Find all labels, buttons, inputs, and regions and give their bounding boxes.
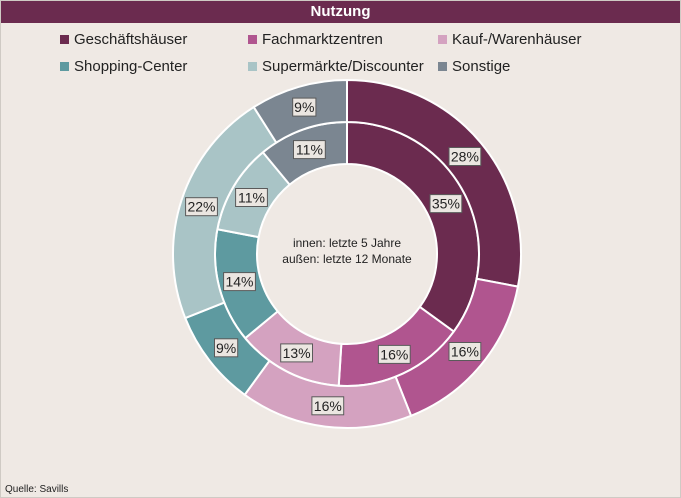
legend-swatch [248,62,257,71]
data-label-box [223,272,256,292]
center-text-outer: außen: letzte 12 Monate [282,252,412,266]
legend-label: Supermärkte/Discounter [262,58,424,75]
label-outer-geschaeftshaeuser: 28% [448,147,482,166]
legend-swatch [248,35,257,44]
data-label-box [292,97,317,117]
legend-label: Kauf-/Warenhäuser [452,31,582,48]
data-label-box [448,147,482,166]
data-label-text: 35% [432,196,460,212]
label-inner-sonstige: 11% [293,140,326,160]
legend-label: Sonstige [452,58,511,75]
source-note: Quelle: Savills [5,484,69,495]
data-label-box [311,396,345,416]
data-label-text: 11% [296,142,323,158]
data-label-box [214,338,239,358]
legend-label: Fachmarktzentren [262,31,383,48]
data-labels: 35% 16% 13% 14% 11% 11% 28% 16% 16% 9% 22% 9% [185,97,482,416]
data-label-box [185,197,218,217]
label-outer-fachmarktzentren: 16% [448,342,482,361]
data-label-text: 16% [451,344,479,360]
legend-swatch [60,35,69,44]
label-outer-shopping-center: 9% [214,338,239,358]
data-label-box [293,140,326,160]
legend-label: Shopping-Center [74,58,188,75]
data-label-box [377,344,411,364]
slices [172,78,522,429]
data-label-text: 22% [187,199,215,215]
center-text: innen: letzte 5 Jahre außen: letzte 12 M… [282,236,412,266]
chart-title: Nutzung [1,1,680,23]
label-outer-supermaerkte-discounter: 22% [185,197,218,217]
legend-swatch [438,35,447,44]
data-label-box [429,194,463,214]
data-label-text: 9% [216,340,236,356]
data-label-text: 9% [294,99,314,115]
label-inner-kauf-warenhaeuser: 13% [280,343,314,363]
data-label-text: 14% [225,274,253,290]
data-label-text: 16% [380,346,408,362]
data-label-text: 13% [283,345,311,361]
label-inner-supermaerkte-discounter: 11% [235,188,268,207]
label-inner-shopping-center: 14% [223,272,256,292]
label-outer-sonstige: 9% [292,97,317,117]
data-label-box [280,343,314,363]
data-label-text: 28% [451,149,479,165]
legend-label: Geschäftshäuser [74,31,188,48]
label-outer-kauf-warenhaeuser: 16% [311,396,345,416]
legend: Geschäftshäuser Fachmarktzentren Kauf-/W… [0,0,681,90]
label-inner-geschaeftshaeuser: 35% [429,194,463,214]
label-inner-fachmarktzentren: 16% [377,344,411,364]
data-label-text: 16% [314,398,342,414]
legend-swatch [60,62,69,71]
center-text-inner: innen: letzte 5 Jahre [293,236,401,250]
legend-swatch [438,62,447,71]
data-label-box [448,342,482,361]
data-label-box [235,188,268,207]
data-label-text: 11% [238,190,265,206]
